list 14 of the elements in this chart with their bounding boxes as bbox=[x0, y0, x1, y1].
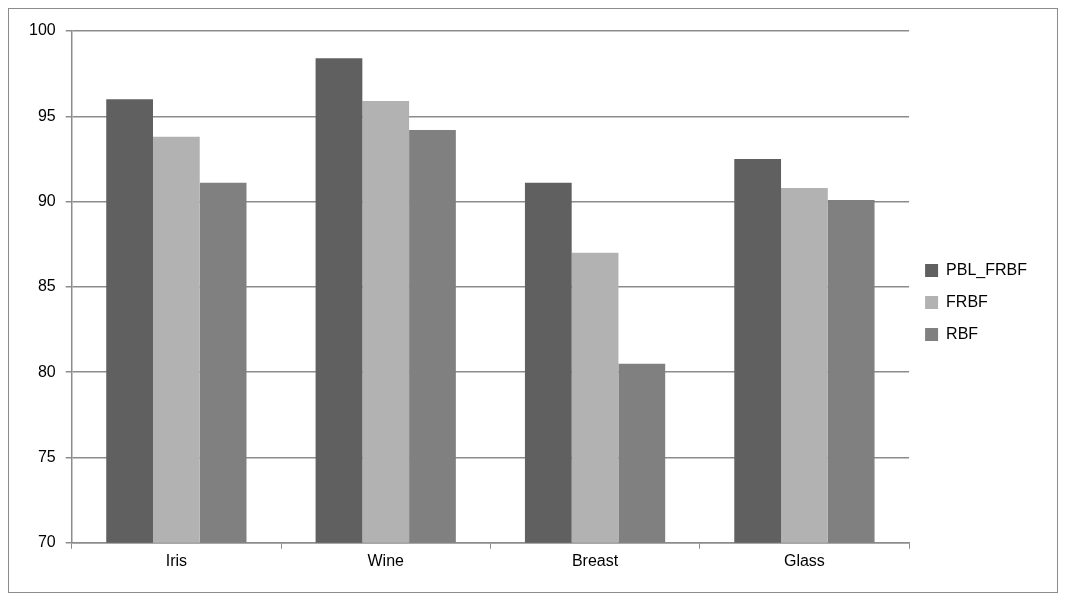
y-tick-label: 95 bbox=[37, 106, 56, 124]
y-tick-label: 75 bbox=[37, 447, 56, 465]
x-tick-label: Wine bbox=[367, 551, 405, 569]
y-tick-label: 80 bbox=[37, 362, 56, 380]
legend-label: PBL_FRBF bbox=[946, 260, 1028, 279]
legend-label: FRBF bbox=[946, 292, 989, 310]
y-tick-label: 70 bbox=[37, 533, 56, 551]
y-tick-label: 90 bbox=[37, 192, 56, 210]
y-tick-label: 100 bbox=[28, 21, 56, 39]
y-tick-label: 85 bbox=[37, 277, 56, 295]
x-tick-label: Iris bbox=[165, 551, 188, 569]
legend-label: RBF bbox=[946, 324, 979, 342]
x-tick-label: Glass bbox=[783, 551, 825, 569]
x-tick-label: Breast bbox=[571, 551, 619, 569]
